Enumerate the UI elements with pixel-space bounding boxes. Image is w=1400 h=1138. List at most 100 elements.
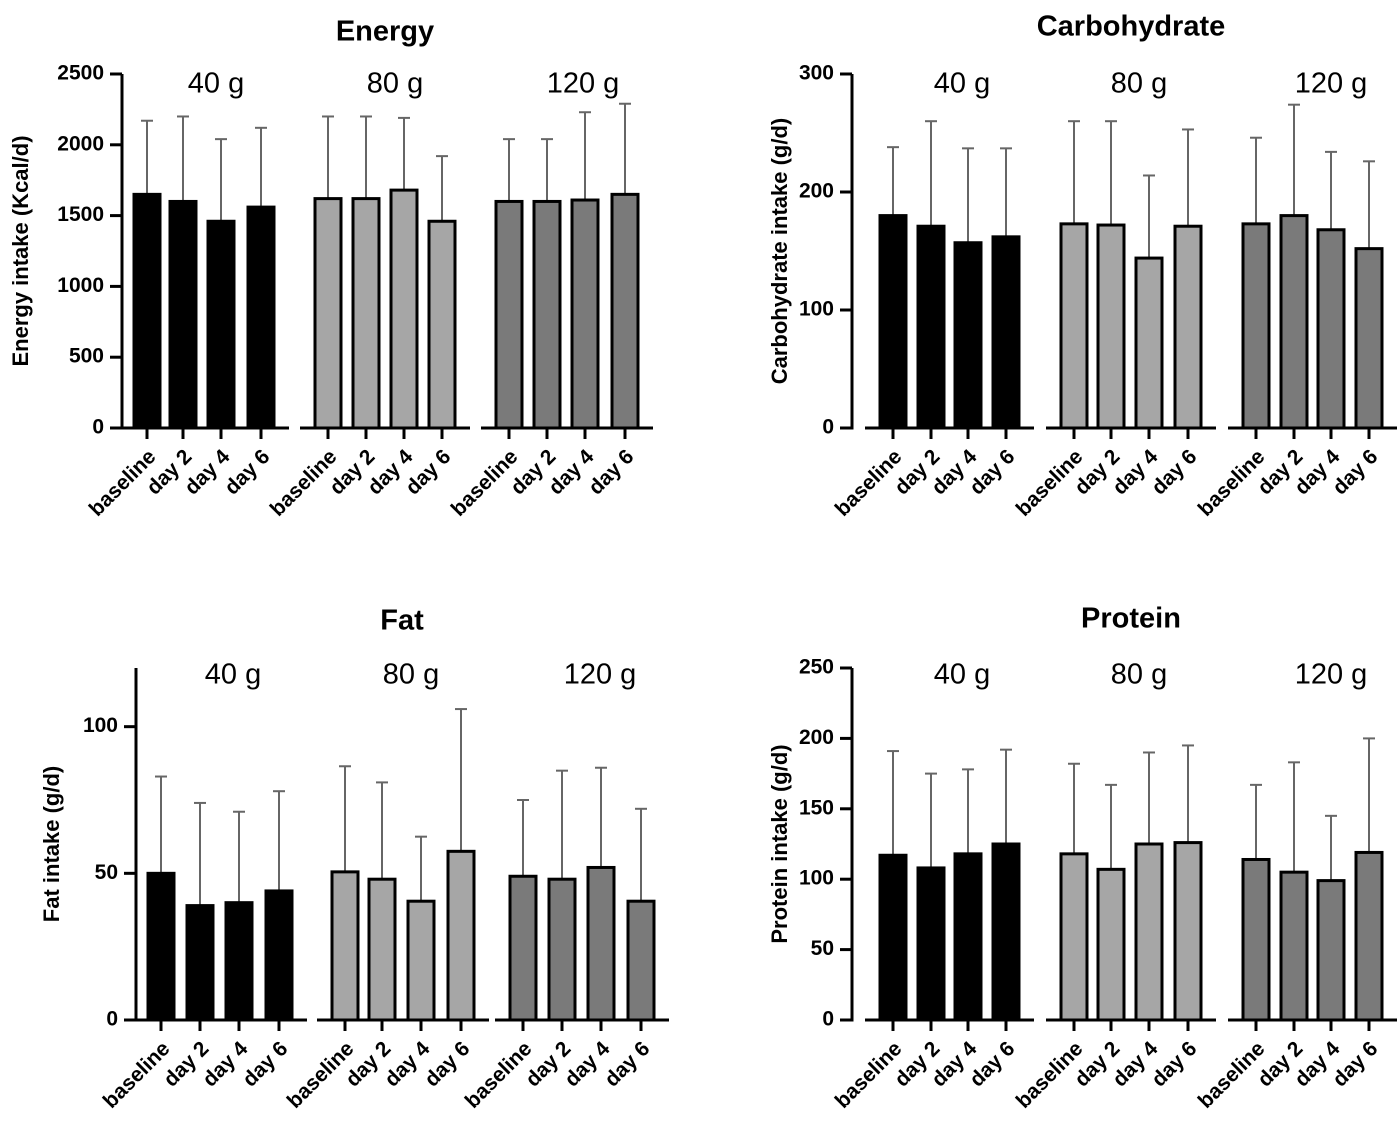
y-tick-label: 500 <box>69 345 104 368</box>
bar <box>1241 222 1271 430</box>
x-tick-label: day 6 <box>420 1037 474 1091</box>
bar <box>532 199 562 430</box>
bar <box>991 842 1021 1022</box>
y-tick-label: 1000 <box>57 274 104 297</box>
bar <box>1173 841 1203 1022</box>
bar <box>1354 850 1384 1022</box>
y-tick-label: 50 <box>95 861 118 884</box>
group-label: 40 g <box>934 659 990 691</box>
bar <box>626 899 656 1022</box>
group-label: 80 g <box>367 68 423 100</box>
bar <box>916 866 946 1022</box>
bar <box>1059 222 1089 430</box>
x-tick-label: day 6 <box>238 1037 292 1091</box>
x-tick-label: day 4 <box>560 1037 614 1091</box>
y-tick-label: 100 <box>799 867 834 890</box>
bar <box>1241 857 1271 1022</box>
group-label: 120 g <box>1295 68 1368 100</box>
bar <box>586 865 616 1022</box>
group-label: 80 g <box>1111 659 1167 691</box>
x-tick-label: day 6 <box>1147 1037 1201 1091</box>
bar <box>916 224 946 430</box>
y-tick-label: 50 <box>811 937 834 960</box>
bar <box>264 889 294 1022</box>
bar <box>427 219 457 430</box>
chart-title: Protein <box>1081 603 1181 635</box>
y-tick-label: 0 <box>92 416 104 439</box>
bar <box>351 197 381 430</box>
x-tick-label: day 6 <box>1328 1037 1382 1091</box>
bar <box>389 188 419 430</box>
bar <box>1316 879 1346 1022</box>
y-tick-label: 150 <box>799 796 834 819</box>
bar <box>1279 870 1309 1022</box>
group-label: 120 g <box>547 68 620 100</box>
y-tick-label: 300 <box>799 62 834 85</box>
group-label: 80 g <box>1111 68 1167 100</box>
group-label: 80 g <box>383 659 439 691</box>
bar <box>547 877 577 1022</box>
bar <box>508 874 538 1022</box>
bar <box>570 198 600 430</box>
bar <box>953 852 983 1022</box>
bar <box>1059 852 1089 1022</box>
bar <box>610 192 640 430</box>
group-label: 40 g <box>188 68 244 100</box>
y-tick-label: 0 <box>822 1008 834 1031</box>
x-tick-label: day 6 <box>401 445 455 499</box>
bar <box>1096 223 1126 430</box>
y-tick-label: 200 <box>799 726 834 749</box>
y-tick-label: 2500 <box>57 62 104 85</box>
bar <box>1316 228 1346 430</box>
x-tick-label: day 4 <box>380 1037 434 1091</box>
bar <box>313 197 343 430</box>
bar <box>1354 247 1384 430</box>
x-tick-label: day 6 <box>220 445 274 499</box>
bar <box>224 901 254 1022</box>
group-label: 120 g <box>564 659 637 691</box>
y-axis-label: Protein intake (g/d) <box>767 744 792 943</box>
bar <box>1279 214 1309 430</box>
bar <box>367 877 397 1022</box>
bar <box>132 192 162 430</box>
bar <box>185 904 215 1022</box>
bar <box>330 870 360 1022</box>
chart-title: Fat <box>380 605 424 637</box>
x-tick-label: day 6 <box>1328 445 1382 499</box>
y-axis-label: Fat intake (g/d) <box>39 766 64 922</box>
bar <box>446 849 476 1022</box>
x-tick-label: day 6 <box>600 1037 654 1091</box>
group-label: 40 g <box>205 659 261 691</box>
x-tick-label: day 6 <box>965 445 1019 499</box>
bar <box>206 219 236 430</box>
y-tick-label: 0 <box>106 1008 118 1031</box>
x-tick-label: day 6 <box>1147 445 1201 499</box>
bar <box>168 199 198 430</box>
chart-title: Carbohydrate <box>1037 11 1226 43</box>
bar <box>1134 842 1164 1022</box>
y-tick-label: 100 <box>83 714 118 737</box>
chart-title: Energy <box>336 16 434 48</box>
bar <box>494 199 524 430</box>
group-label: 120 g <box>1295 659 1368 691</box>
x-tick-label: day 4 <box>180 445 234 499</box>
bar <box>953 241 983 430</box>
bar <box>246 205 276 430</box>
bar <box>1173 224 1203 430</box>
y-tick-label: 250 <box>799 656 834 679</box>
bar <box>1134 256 1164 430</box>
y-tick-label: 0 <box>822 416 834 439</box>
y-tick-label: 2000 <box>57 132 104 155</box>
y-axis-label: Carbohydrate intake (g/d) <box>767 118 792 384</box>
bar <box>406 899 436 1022</box>
y-tick-label: 100 <box>799 298 834 321</box>
bar <box>1096 867 1126 1022</box>
x-tick-label: day 6 <box>584 445 638 499</box>
y-tick-label: 1500 <box>57 203 104 226</box>
y-tick-label: 200 <box>799 180 834 203</box>
y-axis-label: Energy intake (Kcal/d) <box>8 135 33 366</box>
bar <box>878 214 908 430</box>
bar <box>878 853 908 1022</box>
x-tick-label: day 4 <box>198 1037 252 1091</box>
